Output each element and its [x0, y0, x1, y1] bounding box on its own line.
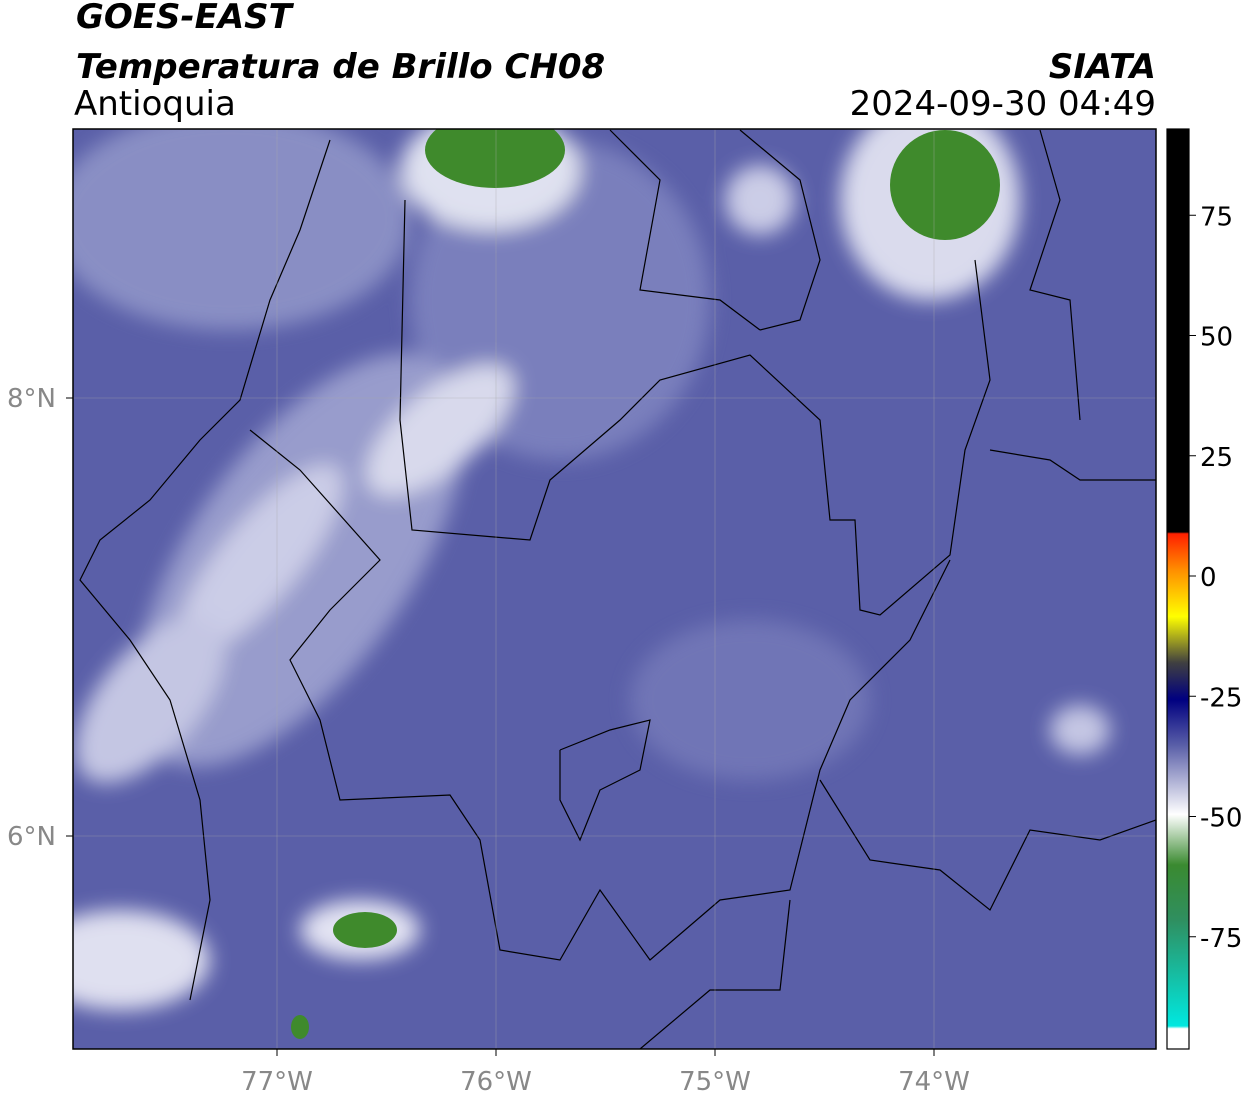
datetime: 2024-09-30 04:49	[850, 84, 1156, 124]
source: SIATA	[1049, 47, 1156, 87]
subtitle: Temperatura de Brillo CH08	[76, 47, 605, 87]
colorbar-tick-label: 50	[1200, 323, 1233, 353]
lon-label: 76°W	[460, 1067, 532, 1097]
lat-label: 8°N	[7, 384, 56, 414]
map-image	[73, 129, 1156, 1049]
region: Antioquia	[74, 84, 236, 124]
colorbar-tick-label: -50	[1200, 804, 1242, 834]
colorbar-tick-label: 0	[1200, 563, 1217, 593]
lon-label: 77°W	[241, 1067, 313, 1097]
lat-label: 6°N	[7, 822, 56, 852]
colorbar-tick-label: 25	[1200, 443, 1233, 473]
lon-label: 75°W	[679, 1067, 751, 1097]
colorbar-tick-label: 75	[1200, 202, 1233, 232]
map-frame	[72, 128, 1157, 1050]
colorbar-tick-label: -75	[1200, 924, 1242, 954]
colorbar	[1166, 128, 1190, 1050]
title: GOES-EAST	[76, 0, 295, 37]
lon-label: 74°W	[898, 1067, 970, 1097]
colorbar-tick-label: -25	[1200, 683, 1242, 713]
